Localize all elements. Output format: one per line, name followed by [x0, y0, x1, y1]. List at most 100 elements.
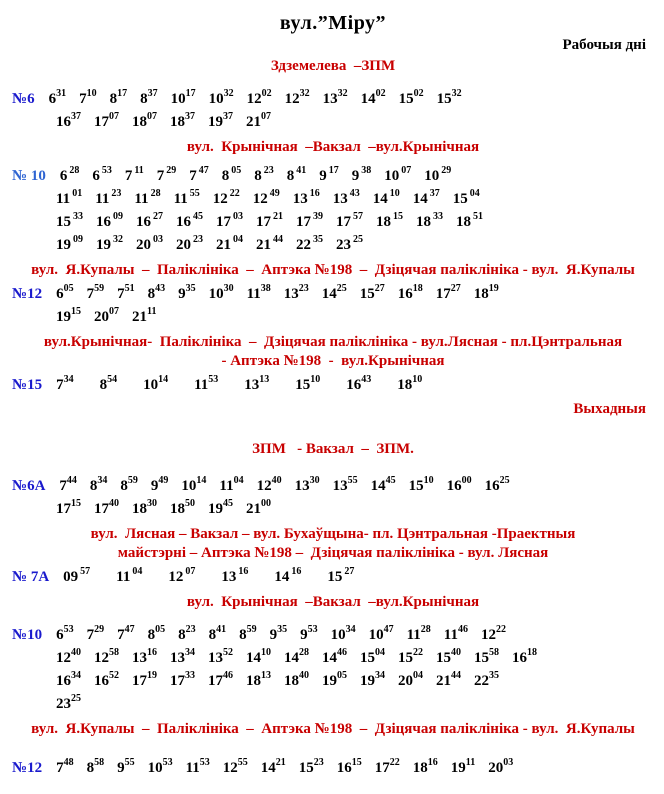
time: 1445 [371, 475, 396, 498]
time-minutes: 17 [328, 165, 339, 176]
time-hour: 19 [208, 501, 223, 517]
time-minutes: 27 [374, 283, 385, 294]
time-hour: 16 [56, 114, 71, 130]
time-hour: 20 [176, 237, 191, 253]
route-heading-line: вул. Лясная – Вакзал – вул. Бухаўщына- п… [90, 526, 576, 542]
page-title: вул.”Міру” [279, 12, 387, 34]
time-hour: 19 [208, 114, 223, 130]
time-hour: 13 [294, 478, 310, 494]
time: 823 [178, 624, 196, 647]
time: 1600 [447, 475, 472, 498]
time-minutes: 07 [185, 566, 196, 577]
time: 17 39 [296, 211, 323, 234]
time: 1915 [56, 306, 81, 329]
time-minutes: 23 [263, 165, 274, 176]
time-minutes: 53 [208, 374, 219, 385]
time-hour: 8 [120, 478, 128, 494]
time: 1652 [94, 670, 119, 693]
time-minutes: 16 [427, 757, 438, 768]
time-hour: 14 [370, 478, 386, 494]
time-minutes: 38 [361, 165, 372, 176]
time-minutes: 33 [433, 211, 443, 222]
route-heading-line: Здземелева –ЗПМ [270, 58, 396, 74]
time-minutes: 29 [94, 624, 105, 635]
time-line: 2325 [12, 693, 654, 716]
time-minutes: 10 [412, 374, 423, 385]
time-minutes: 38 [260, 283, 271, 294]
time-minutes: 54 [107, 374, 118, 385]
time: 19 09 [56, 234, 83, 257]
time: 1402 [361, 88, 386, 111]
time-minutes: 04 [233, 475, 244, 486]
time: 1255 [223, 757, 248, 780]
time-hour: 12 [168, 569, 184, 585]
time-minutes: 44 [451, 670, 461, 681]
time: 859 [120, 475, 138, 498]
time-minutes: 34 [97, 475, 108, 486]
time-hour: 14 [284, 650, 299, 666]
route-heading-line: - Аптэка №198 - вул.Крынічная [221, 353, 445, 369]
time-hour: 15 [398, 91, 414, 107]
time: 2111 [132, 306, 156, 329]
time-minutes: 43 [349, 188, 360, 199]
time: 1558 [474, 647, 499, 670]
time-hour: 13 [322, 91, 338, 107]
time-minutes: 28 [420, 624, 431, 635]
time-minutes: 47 [383, 624, 394, 635]
time-hour: 14 [321, 286, 337, 302]
time-minutes: 00 [261, 498, 271, 509]
route-block-17: №12 748 858 955 1053 1153 1255 1421 1523 1615 1722… [12, 757, 654, 780]
time-line: №15 734 854 1014 1153 1313 1510 1643 1810 [12, 374, 654, 397]
time: 1504 [360, 647, 385, 670]
time-hour: 11 [173, 191, 188, 207]
time-hour: 8 [208, 627, 217, 643]
time-hour: 19 [450, 760, 466, 776]
time: 11 23 [95, 188, 121, 211]
time-hour: 18 [170, 501, 185, 517]
time-hour: 23 [56, 696, 71, 712]
time-hour: 14 [322, 650, 337, 666]
time: 631 [49, 88, 67, 111]
time-minutes: 23 [185, 624, 196, 635]
time-hour: 13 [208, 650, 223, 666]
time-minutes: 25 [336, 283, 347, 294]
time-hour: 8 [239, 627, 247, 643]
time-minutes: 51 [473, 211, 483, 222]
time-minutes: 45 [223, 498, 233, 509]
time-minutes: 53 [101, 165, 112, 176]
time: 1047 [369, 624, 394, 647]
time-minutes: 00 [461, 475, 472, 486]
time-minutes: 32 [223, 88, 234, 99]
time-minutes: 27 [450, 283, 461, 294]
time: 7 11 [125, 165, 144, 188]
time-minutes: 10 [389, 188, 400, 199]
time: 1719 [132, 670, 157, 693]
time-hour: 16 [56, 673, 71, 689]
time-minutes: 17 [185, 88, 196, 99]
time-hour: 21 [246, 501, 261, 517]
route-heading: ЗПМ - Вакзал – ЗПМ. [12, 440, 654, 459]
time-minutes: 19 [147, 670, 157, 681]
time-minutes: 45 [193, 211, 203, 222]
time-hour: 17 [94, 114, 109, 130]
time-hour: 9 [269, 627, 278, 643]
route-heading-line: майстэрні – Аптэка №198 – Дзіцячая палік… [117, 545, 549, 561]
time: 710 [79, 88, 97, 111]
time: 1014 [181, 475, 206, 498]
time-hour: 15 [359, 286, 375, 302]
time-hour: 18 [456, 214, 471, 230]
time: 2325 [56, 693, 81, 716]
time-minutes: 29 [166, 165, 177, 176]
time-hour: 9 [117, 760, 125, 776]
time-minutes: 02 [375, 88, 386, 99]
time: 18 33 [416, 211, 443, 234]
time: 2100 [246, 498, 271, 521]
time-hour: 6 [56, 627, 64, 643]
route-heading: вул. Я.Купалы – Паліклініка – Аптэка №19… [12, 720, 654, 739]
time-minutes: 15 [393, 211, 403, 222]
time-minutes: 10 [310, 374, 321, 385]
time: 1527 [360, 283, 385, 306]
time-minutes: 04 [469, 188, 480, 199]
